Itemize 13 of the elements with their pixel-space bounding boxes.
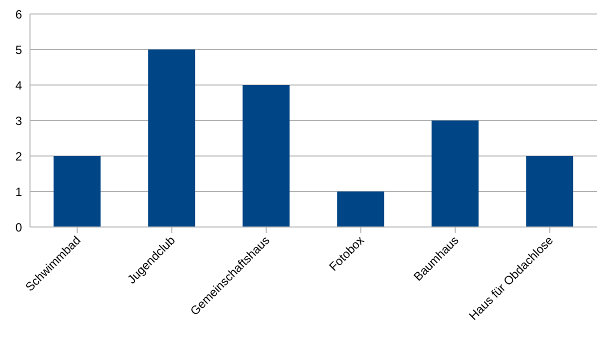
bar	[148, 50, 196, 227]
y-tick-label: 5	[15, 42, 22, 57]
y-tick-label: 4	[15, 78, 22, 92]
bar	[54, 156, 101, 227]
y-tick-label: 6	[15, 7, 22, 22]
bar	[337, 192, 384, 227]
y-tick-label: 0	[15, 220, 22, 234]
bar	[432, 120, 479, 227]
y-tick-label: 3	[15, 114, 22, 128]
y-tick-label: 1	[15, 184, 22, 199]
y-tick-label: 2	[15, 149, 22, 164]
bar	[242, 85, 290, 227]
bar	[526, 156, 574, 227]
